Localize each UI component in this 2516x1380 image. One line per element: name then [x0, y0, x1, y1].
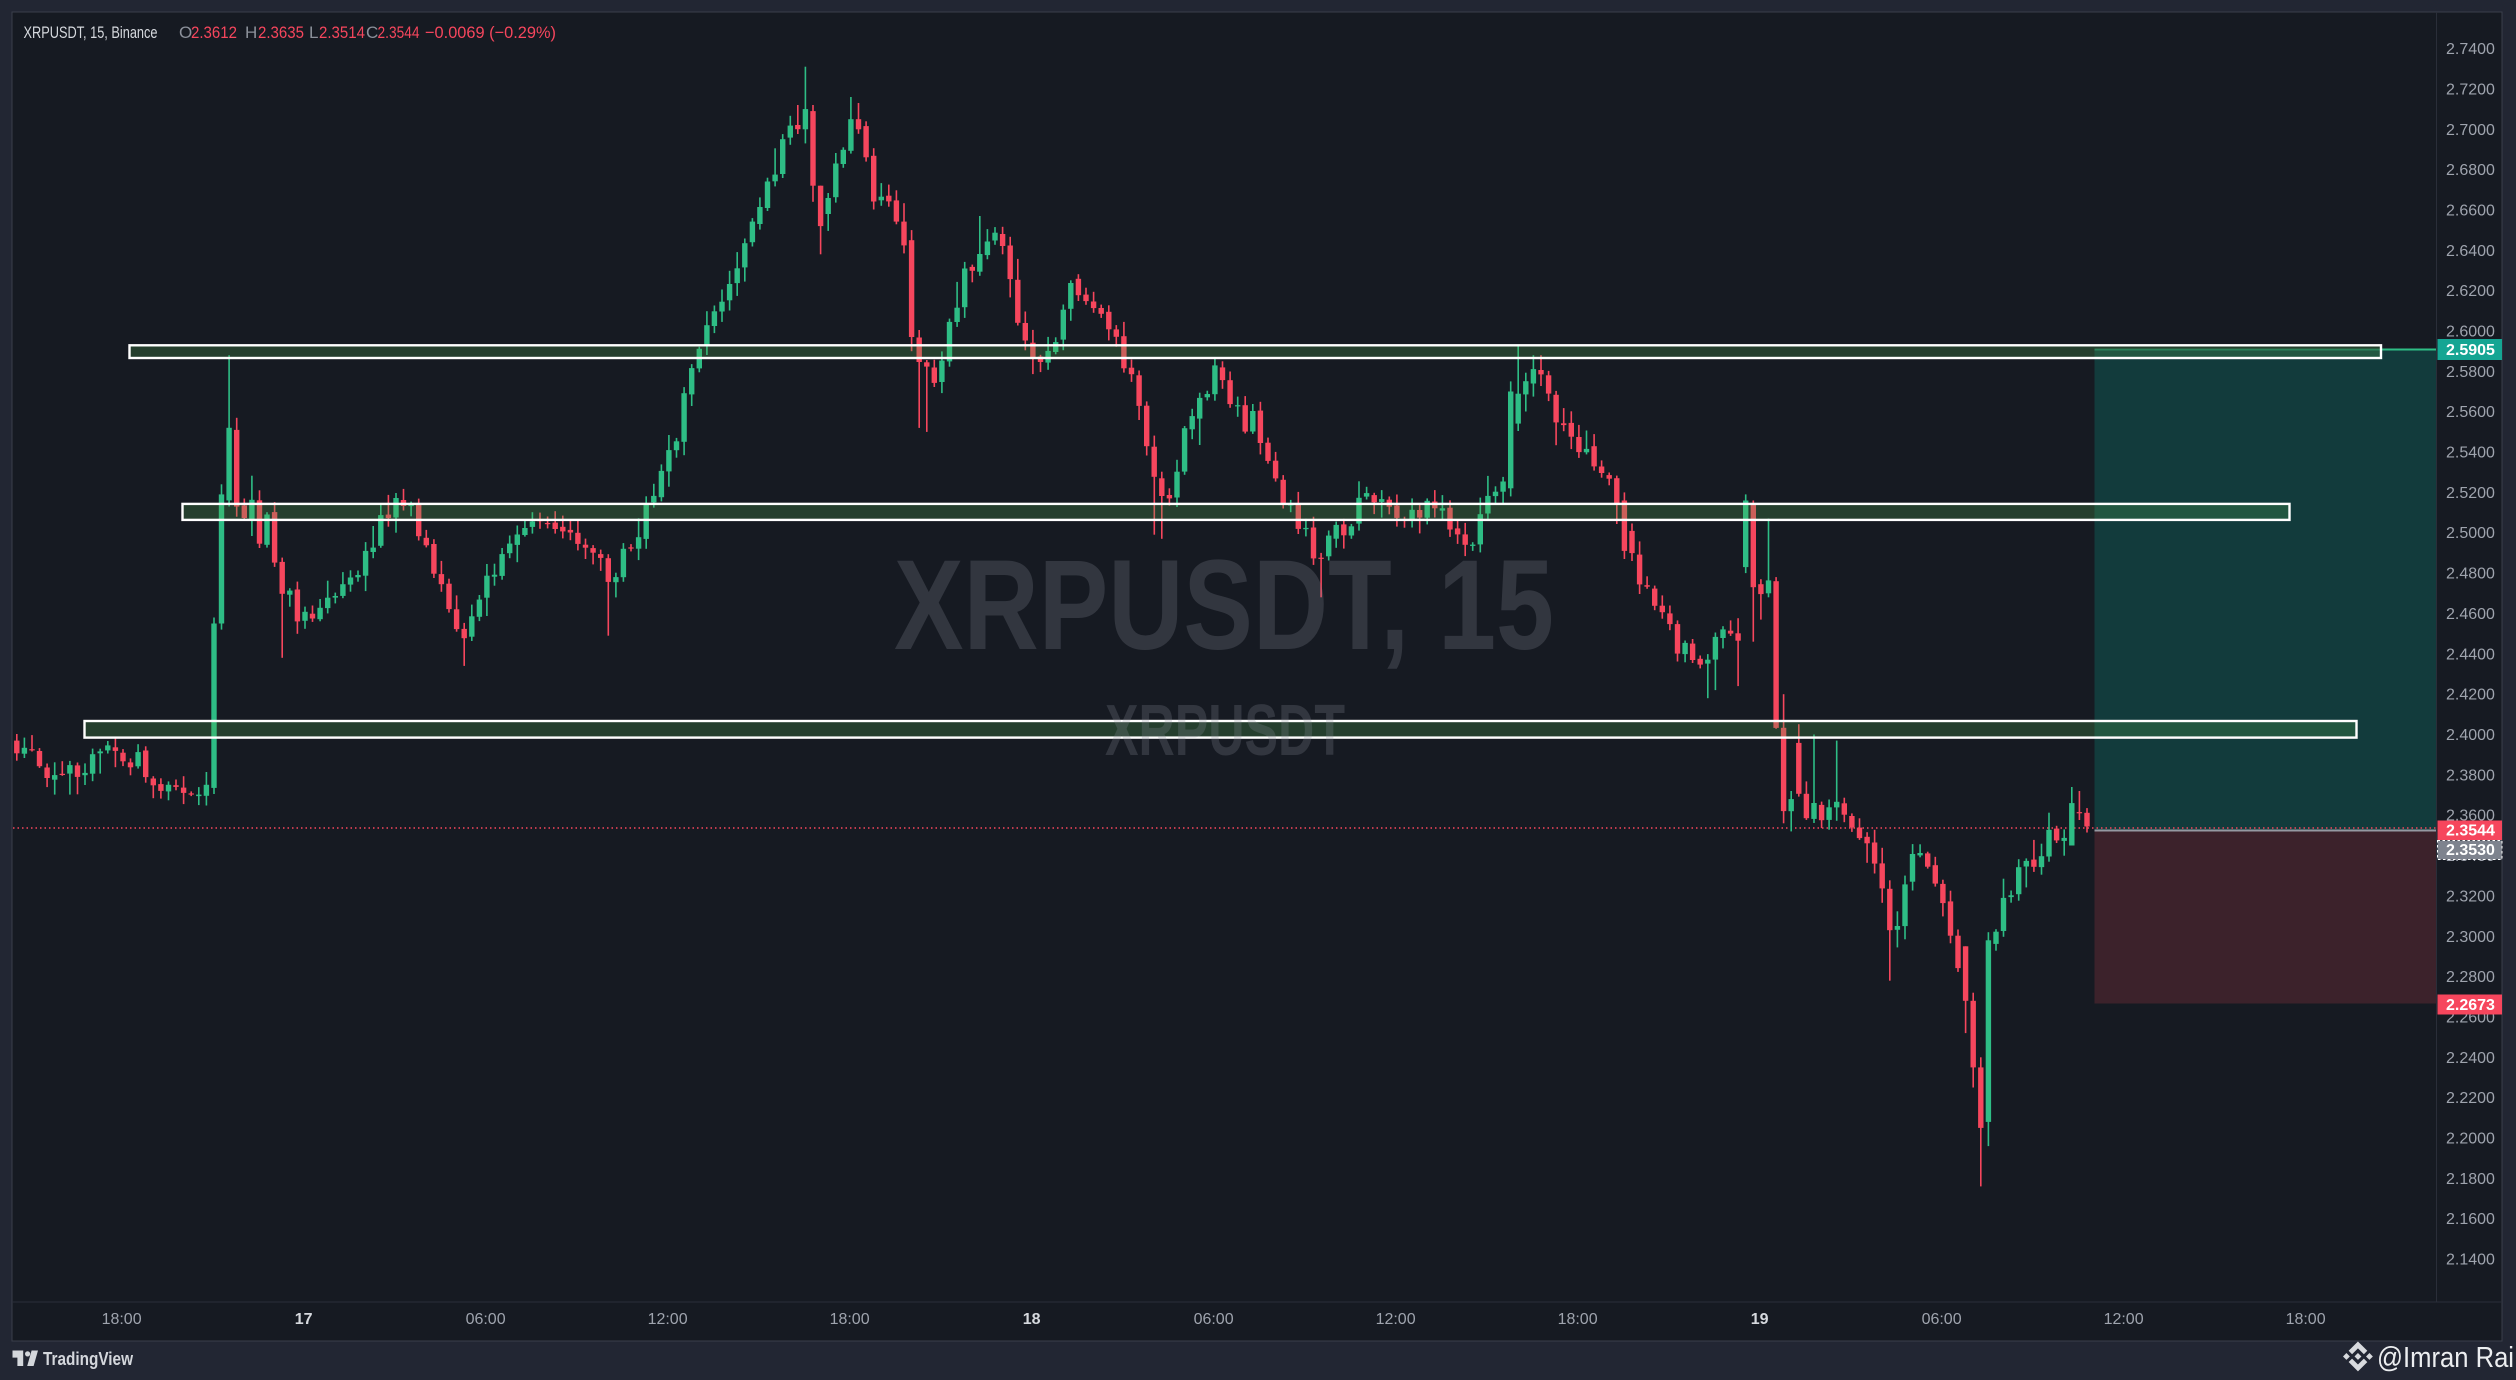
svg-text:2.1600: 2.1600: [2446, 1211, 2495, 1228]
svg-text:12:00: 12:00: [2104, 1311, 2144, 1328]
svg-text:18:00: 18:00: [102, 1311, 142, 1328]
svg-text:2.6600: 2.6600: [2446, 202, 2495, 219]
svg-text:TradingView: TradingView: [43, 1349, 134, 1369]
svg-text:XRPUSDT, 15: XRPUSDT, 15: [894, 534, 1554, 677]
svg-text:2.5800: 2.5800: [2446, 364, 2495, 381]
svg-text:2.6000: 2.6000: [2446, 324, 2495, 341]
svg-text:2.5400: 2.5400: [2446, 445, 2495, 462]
svg-text:2.6200: 2.6200: [2446, 283, 2495, 300]
svg-text:2.5000: 2.5000: [2446, 525, 2495, 542]
svg-text:2.3544: 2.3544: [2446, 823, 2495, 840]
svg-text:2.5200: 2.5200: [2446, 485, 2495, 502]
svg-text:2.2400: 2.2400: [2446, 1050, 2495, 1067]
svg-text:12:00: 12:00: [1376, 1311, 1416, 1328]
svg-text:2.3544: 2.3544: [378, 23, 420, 42]
svg-text:18:00: 18:00: [830, 1311, 870, 1328]
svg-text:18: 18: [1023, 1311, 1041, 1328]
svg-text:2.3800: 2.3800: [2446, 767, 2495, 784]
svg-text:@Imran Rai: @Imran Rai: [2377, 1342, 2514, 1374]
svg-text:2.1800: 2.1800: [2446, 1171, 2495, 1188]
svg-text:19: 19: [1751, 1311, 1769, 1328]
svg-text:2.6800: 2.6800: [2446, 162, 2495, 179]
svg-text:12:00: 12:00: [648, 1311, 688, 1328]
svg-text:2.3612: 2.3612: [191, 23, 237, 42]
svg-text:−0.0069 (−0.29%): −0.0069 (−0.29%): [425, 23, 556, 42]
svg-text:06:00: 06:00: [1922, 1311, 1962, 1328]
svg-text:H: H: [245, 23, 257, 42]
svg-text:2.2000: 2.2000: [2446, 1131, 2495, 1148]
svg-text:06:00: 06:00: [466, 1311, 506, 1328]
svg-text:2.3600: 2.3600: [2446, 808, 2495, 825]
svg-text:2.7400: 2.7400: [2446, 41, 2495, 58]
svg-text:2.3530: 2.3530: [2446, 842, 2495, 859]
svg-text:2.4400: 2.4400: [2446, 646, 2495, 663]
svg-text:C: C: [366, 23, 378, 42]
svg-text:2.4200: 2.4200: [2446, 687, 2495, 704]
svg-text:2.7200: 2.7200: [2446, 81, 2495, 98]
svg-text:2.5600: 2.5600: [2446, 404, 2495, 421]
svg-text:2.5905: 2.5905: [2446, 342, 2495, 359]
svg-text:2.3200: 2.3200: [2446, 888, 2495, 905]
svg-text:XRPUSDT: XRPUSDT: [1105, 691, 1345, 771]
svg-text:2.6400: 2.6400: [2446, 243, 2495, 260]
svg-text:2.2673: 2.2673: [2446, 997, 2495, 1014]
svg-text:2.4000: 2.4000: [2446, 727, 2495, 744]
svg-text:2.2800: 2.2800: [2446, 969, 2495, 986]
svg-text:2.4600: 2.4600: [2446, 606, 2495, 623]
svg-text:2.3635: 2.3635: [258, 23, 304, 42]
svg-text:2.3000: 2.3000: [2446, 929, 2495, 946]
svg-text:18:00: 18:00: [1558, 1311, 1598, 1328]
svg-text:18:00: 18:00: [2286, 1311, 2326, 1328]
svg-text:2.3514: 2.3514: [319, 23, 365, 42]
svg-text:2.7000: 2.7000: [2446, 122, 2495, 139]
svg-text:2.2200: 2.2200: [2446, 1090, 2495, 1107]
svg-text:17: 17: [295, 1311, 313, 1328]
svg-text:06:00: 06:00: [1194, 1311, 1234, 1328]
svg-text:2.1400: 2.1400: [2446, 1252, 2495, 1269]
svg-text:L: L: [309, 23, 318, 42]
svg-text:O: O: [179, 23, 192, 42]
svg-text:2.4800: 2.4800: [2446, 566, 2495, 583]
svg-text:XRPUSDT, 15, Binance: XRPUSDT, 15, Binance: [24, 23, 158, 42]
